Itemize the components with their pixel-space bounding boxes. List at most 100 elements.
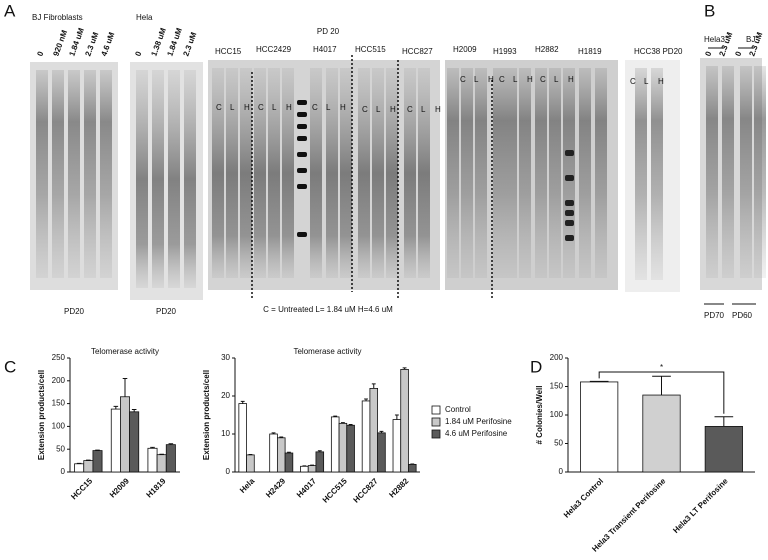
error-bar: [589, 380, 609, 382]
gel-lane: [386, 68, 398, 278]
bar: [580, 381, 619, 473]
cell-line: HCC515: [355, 45, 386, 54]
gel-lane: [722, 66, 734, 278]
y-axis-label: Extension products/cell: [202, 370, 211, 460]
ladder-band: [565, 150, 574, 156]
x-tick-label: Hela3 Control: [562, 477, 605, 520]
gel-lane: [310, 68, 322, 278]
error-bar: [317, 450, 322, 452]
x-tick-label: Hela3 LT Perifosine: [671, 476, 730, 535]
y-axis-label: Extension products/cell: [37, 370, 46, 460]
lane-code: C: [499, 75, 505, 84]
annotation: *: [660, 363, 663, 372]
chart-title: Telomerase activity: [293, 347, 361, 356]
gel-lane: [505, 68, 517, 278]
y-tick-label: 100: [550, 410, 564, 419]
bar: [246, 454, 255, 473]
bar: [83, 460, 94, 473]
lane-code: L: [326, 103, 331, 112]
x-tick-label: Hela3 Transient Perifosine: [590, 476, 667, 553]
y-tick-label: 200: [550, 353, 564, 362]
lane-code: C: [216, 103, 222, 112]
group-label: Hela3: [704, 35, 725, 44]
y-tick-label: 100: [52, 422, 66, 431]
ladder-band: [565, 220, 574, 226]
y-tick-label: 20: [221, 391, 230, 400]
bar: [92, 450, 103, 473]
cell-line: HCC15: [215, 47, 242, 56]
ladder-band: [565, 200, 574, 206]
ladder-band: [565, 235, 574, 241]
bar: [330, 416, 340, 473]
gel-lane: [326, 68, 338, 278]
lane-code: C: [630, 77, 636, 86]
gel-lane: [447, 68, 459, 278]
gel-lane: [84, 70, 96, 278]
bar: [346, 424, 355, 473]
error-bar: [279, 436, 284, 438]
pd-label: PD 20: [317, 27, 340, 36]
cell-line: HCC827: [402, 47, 433, 56]
gel-lane: [168, 70, 180, 288]
gel-lane: [36, 70, 48, 278]
y-tick-label: 50: [554, 439, 563, 448]
panel-letter: D: [530, 357, 542, 376]
lane-code: H: [340, 103, 346, 112]
bar: [74, 463, 85, 473]
bar: [276, 437, 286, 473]
gel-lane: [579, 68, 591, 278]
bar: [269, 433, 278, 473]
x-tick-label: H2882: [387, 476, 410, 499]
error-bar: [348, 424, 353, 426]
x-tick-label: HCC15: [69, 476, 94, 501]
lane-code: H: [658, 77, 664, 86]
y-tick-label: 10: [221, 429, 230, 438]
gel-lane: [152, 70, 164, 288]
bar: [642, 394, 681, 473]
y-tick-label: 0: [61, 467, 66, 476]
ladder-band: [565, 175, 574, 181]
panel-letter: B: [704, 1, 715, 20]
gel-lane: [493, 68, 505, 278]
lane-code: L: [230, 103, 235, 112]
bar: [392, 419, 402, 473]
gel-lane: [226, 68, 238, 278]
cell-line: H1993: [493, 47, 517, 56]
bar: [238, 403, 247, 473]
x-tick-label: H2009: [108, 476, 131, 499]
lane-code: L: [421, 105, 426, 114]
ladder-band: [297, 112, 307, 117]
caption: C = Untreated L= 1.84 uM H=4.6 uM: [263, 305, 393, 314]
gel-lane: [535, 68, 547, 278]
gel-lane: [740, 66, 752, 278]
gel-lane: [136, 70, 148, 288]
ladder-band: [297, 168, 307, 173]
gel-lane: [418, 68, 430, 278]
error-bar: [271, 432, 276, 434]
gel-lane: [282, 68, 294, 278]
gel-lane: [68, 70, 80, 278]
lane-code: L: [376, 105, 381, 114]
bar: [704, 425, 743, 473]
error-bar: [150, 446, 155, 449]
lane-label: 0: [133, 50, 143, 58]
bar: [361, 400, 371, 473]
bar: [300, 465, 309, 473]
lane-label: 0: [733, 50, 743, 58]
error-bar: [113, 405, 119, 410]
bar: [120, 396, 130, 473]
bar: [129, 411, 140, 473]
error-bar: [333, 415, 338, 417]
error-bar: [122, 378, 128, 397]
error-bar: [371, 383, 376, 389]
bar: [369, 387, 379, 473]
y-tick-label: 150: [52, 399, 66, 408]
gel-lane: [240, 68, 252, 278]
bar: [156, 454, 167, 473]
legend-label: Control: [445, 405, 471, 414]
lane-label: 0: [703, 50, 713, 58]
lane-code: L: [644, 77, 649, 86]
pd-label: PD20: [156, 307, 177, 316]
error-bar: [394, 414, 399, 420]
